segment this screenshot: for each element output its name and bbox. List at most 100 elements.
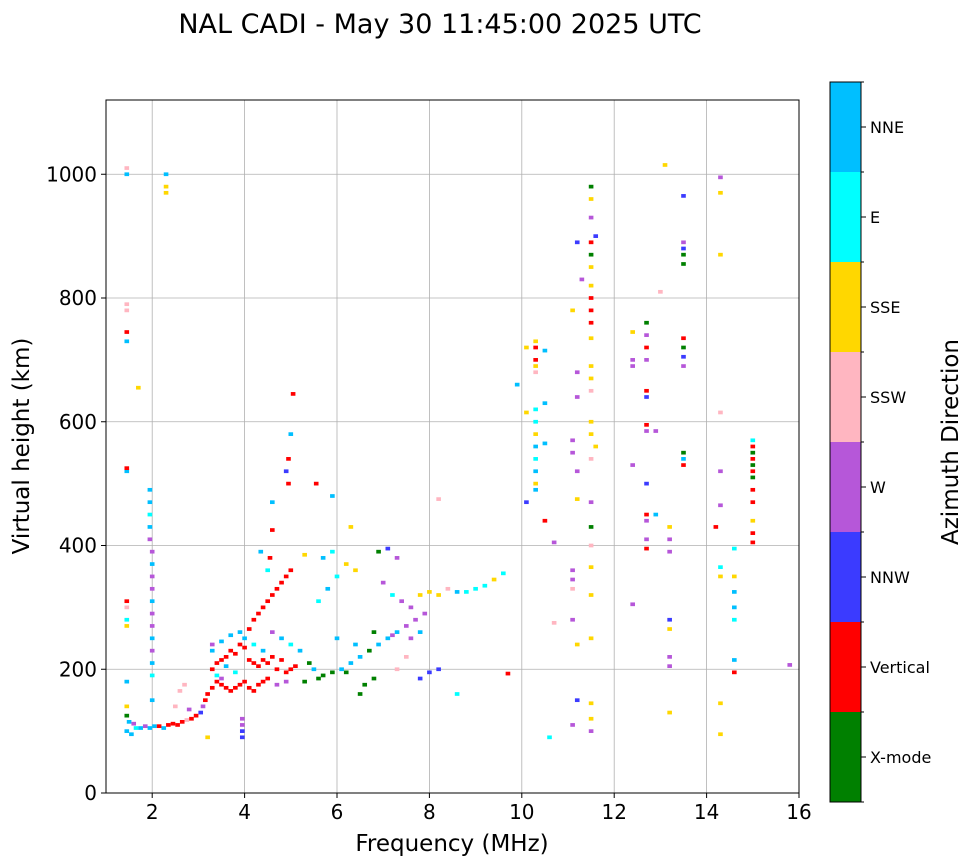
echo-point [124, 599, 130, 604]
echo-point [133, 726, 139, 730]
echo-point [588, 525, 594, 529]
echo-point [124, 302, 130, 307]
echo-point [223, 664, 229, 669]
echo-point [293, 664, 298, 669]
echo-point [214, 679, 220, 684]
echo-point [750, 518, 756, 523]
echo-point [588, 701, 594, 706]
echo-point [732, 617, 737, 622]
colorbar-segment [830, 82, 861, 172]
echo-point [124, 172, 130, 177]
colorbar-tick-label: NNE [870, 118, 904, 137]
echo-point [588, 184, 594, 189]
echo-point [588, 593, 594, 597]
echo-point [570, 577, 575, 582]
echo-point [574, 240, 580, 245]
echo-point [205, 692, 210, 696]
echo-point [233, 651, 238, 656]
echo-point [251, 689, 257, 693]
echo-point [203, 698, 208, 703]
echo-point [588, 215, 594, 220]
chart-title: NAL CADI - May 30 11:45:00 2025 UTC [178, 9, 701, 40]
echo-point [750, 438, 756, 443]
echo-point [588, 252, 594, 257]
echo-point [551, 540, 557, 545]
echo-point [362, 682, 368, 687]
echo-point [588, 296, 594, 300]
echo-point [427, 590, 432, 594]
colorbar-tick-label: W [870, 478, 886, 497]
echo-point [214, 661, 220, 665]
echo-point [667, 525, 672, 529]
y-axis-label: Virtual height (km) [9, 338, 35, 555]
echo-point [131, 721, 137, 726]
echo-point [353, 568, 358, 573]
echo-point [570, 308, 575, 313]
echo-point [233, 685, 238, 690]
echo-point [136, 385, 141, 390]
echo-point [681, 354, 686, 359]
echo-point [149, 661, 155, 665]
echo-point [265, 661, 271, 665]
echo-point [251, 642, 257, 647]
echo-point [533, 364, 538, 368]
echo-point [313, 481, 319, 486]
echo-point [718, 190, 723, 195]
echo-point [417, 676, 423, 681]
echo-point [219, 682, 224, 687]
echo-point [242, 636, 247, 641]
echo-point [348, 661, 354, 665]
echo-point [239, 723, 245, 727]
echo-point [644, 429, 649, 433]
echo-point [718, 175, 723, 180]
echo-point [718, 565, 723, 570]
echo-point [644, 345, 649, 350]
echo-point [129, 732, 134, 737]
echo-point [251, 661, 257, 665]
echo-point [588, 388, 594, 393]
echo-point [644, 333, 649, 337]
echo-point [353, 642, 358, 647]
echo-point [124, 617, 130, 622]
echo-point [524, 500, 529, 505]
colorbar-segment [830, 442, 861, 532]
echo-point [533, 358, 538, 362]
echo-point [124, 466, 130, 471]
echo-point [343, 670, 349, 675]
echo-point [644, 320, 649, 325]
echo-point [179, 719, 185, 724]
echo-point [579, 277, 585, 282]
echo-point [514, 382, 520, 387]
echo-point [574, 698, 580, 703]
colorbar: X-mode Vertical NNW W SSW SSE E NNE [829, 81, 931, 803]
echo-point [334, 636, 340, 641]
echo-point [149, 648, 155, 653]
echo-point [302, 679, 307, 684]
echo-point [681, 262, 686, 266]
echo-point [644, 388, 649, 393]
echo-point [547, 735, 552, 740]
echo-point [260, 605, 266, 610]
echo-point [533, 339, 538, 344]
echo-point [228, 648, 234, 653]
echo-point [385, 546, 391, 551]
x-axis-ticks: 2 4 6 8 10 12 14 16 [146, 793, 812, 824]
echo-point [533, 481, 538, 486]
colorbar-segment [830, 532, 861, 622]
echo-point [644, 358, 649, 362]
echo-point [570, 568, 575, 573]
echo-point [279, 636, 284, 641]
echo-point [473, 586, 478, 591]
echo-point [163, 190, 169, 195]
echo-point [588, 432, 594, 436]
echo-point [413, 617, 418, 622]
grid-lines [106, 100, 800, 794]
echo-point [376, 549, 381, 554]
echo-point [316, 676, 321, 681]
echo-point [718, 732, 723, 737]
echo-point [491, 577, 497, 582]
echo-point [588, 543, 594, 548]
echo-point [533, 444, 538, 449]
colorbar-segment [830, 262, 861, 352]
